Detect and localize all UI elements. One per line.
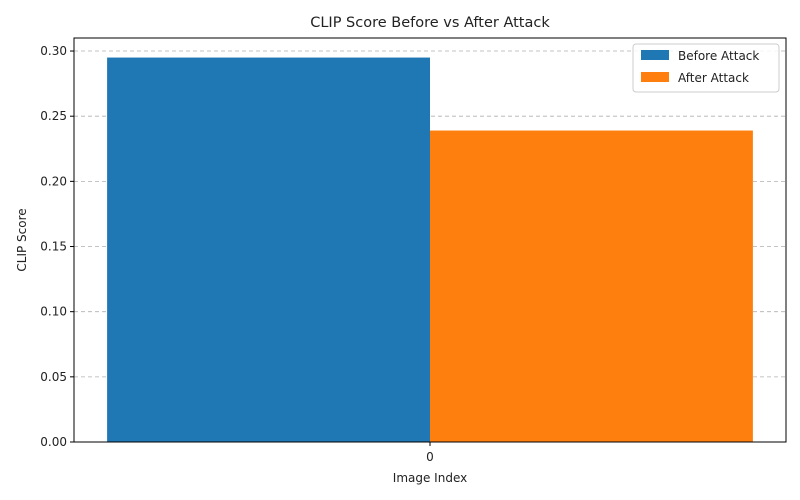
legend: Before Attack After Attack	[632, 43, 780, 93]
legend-swatch-after-attack	[641, 72, 669, 82]
chart-title: CLIP Score Before vs After Attack	[310, 15, 550, 31]
legend-box	[632, 43, 780, 93]
bar-before-attack	[107, 57, 430, 442]
x-axis-ticks: 0	[426, 442, 434, 464]
y-tick-label: 0.05	[40, 370, 67, 384]
bars	[107, 57, 753, 442]
y-tick-label: 0.00	[40, 435, 67, 449]
y-axis-ticks: 0.00 0.05 0.10 0.15 0.20 0.25 0.30	[40, 44, 74, 449]
y-tick-label: 0.30	[40, 44, 67, 58]
x-axis-label: Image Index	[393, 471, 467, 485]
legend-label-before-attack: Before Attack	[678, 49, 759, 63]
legend-label-after-attack: After Attack	[678, 71, 749, 85]
y-tick-label: 0.10	[40, 305, 67, 319]
bar-after-attack	[430, 130, 753, 442]
y-tick-label: 0.20	[40, 174, 67, 188]
y-tick-label: 0.25	[40, 109, 67, 123]
legend-swatch-before-attack	[641, 50, 669, 60]
y-tick-label: 0.15	[40, 240, 67, 254]
y-axis-label: CLIP Score	[15, 208, 29, 271]
x-tick-label: 0	[426, 450, 434, 464]
